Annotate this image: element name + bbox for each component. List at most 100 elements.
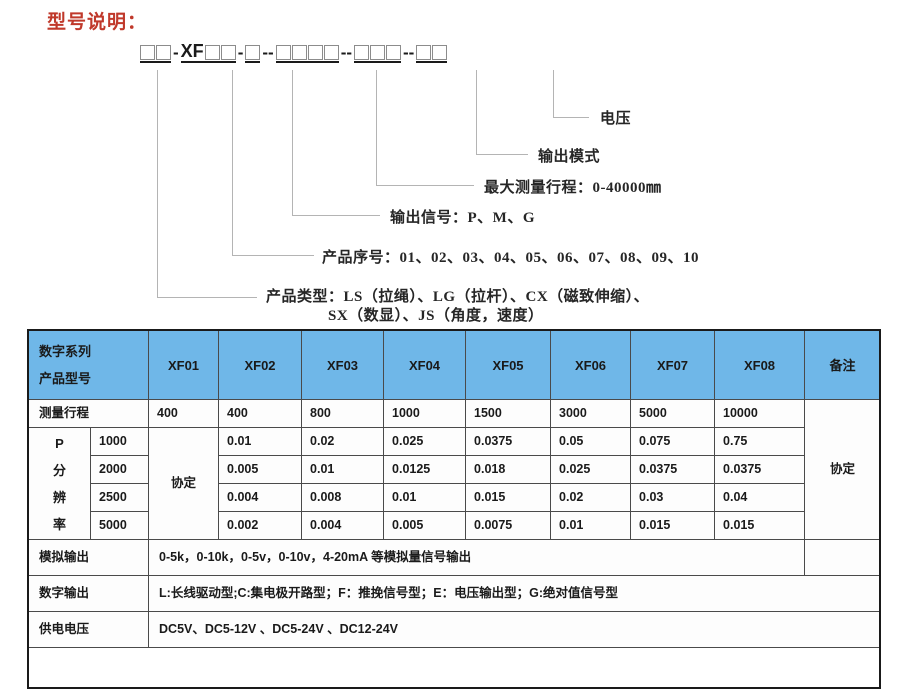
row-label-analog-output: 模拟输出 bbox=[27, 539, 150, 576]
table-row-digital-output: 数字输出 L:长线驱动型;C:集电极开路型；F：推挽信号型；E：电压输出型；G:… bbox=[27, 575, 882, 612]
cell-range-xf07: 5000 bbox=[630, 399, 716, 428]
spec-table: 数字系列 产品型号 XF01 XF02 XF03 XF04 XF05 XF06 … bbox=[27, 330, 882, 648]
leader-line-product-type-vertical bbox=[157, 70, 158, 298]
cell-res-5000-xf05: 0.0075 bbox=[465, 511, 552, 540]
code-separator: -- bbox=[262, 43, 274, 62]
cell-res-2500-xf02: 0.004 bbox=[218, 483, 303, 512]
cell-res-2500-xf04: 0.01 bbox=[383, 483, 467, 512]
table-row-analog-output: 模拟输出 0-5k，0-10k，0-5v，0-10v，4-20mA 等模拟量信号… bbox=[27, 539, 882, 576]
table-row-supply-voltage: 供电电压 DC5V、DC5-12V 、DC5-24V 、DC12-24V bbox=[27, 611, 882, 648]
header-cell-xf07: XF07 bbox=[630, 330, 716, 400]
code-box bbox=[416, 45, 432, 60]
table-row-resolution-2500: 2500 0.004 0.008 0.01 0.015 0.02 0.03 0.… bbox=[29, 483, 881, 512]
code-box bbox=[432, 45, 448, 60]
cell-p-1000: 1000 bbox=[89, 427, 150, 456]
callout-output-mode: 输出模式 bbox=[538, 149, 601, 165]
cell-range-xf06: 3000 bbox=[550, 399, 632, 428]
header-series-line2: 产品型号 bbox=[39, 371, 92, 386]
cell-res-1000-xf05: 0.0375 bbox=[465, 427, 552, 456]
code-prefix-xf: XF bbox=[180, 41, 204, 61]
code-box bbox=[291, 45, 307, 60]
header-cell-xf01: XF01 bbox=[148, 330, 220, 400]
code-separator: - bbox=[173, 43, 179, 62]
cell-remark-merged: 协定 bbox=[804, 399, 882, 540]
cell-res-5000-xf08: 0.015 bbox=[714, 511, 806, 540]
header-cell-xf03: XF03 bbox=[301, 330, 385, 400]
header-cell-remark: 备注 bbox=[804, 330, 882, 400]
callout-product-type-line2: SX（数显）、JS（角度，速度） bbox=[328, 308, 544, 324]
cell-xf01-merged: 协定 bbox=[148, 427, 220, 540]
leader-line-output-signal-vertical bbox=[292, 70, 293, 216]
cell-res-1000-xf03: 0.02 bbox=[301, 427, 385, 456]
cell-res-5000-xf02: 0.002 bbox=[218, 511, 303, 540]
code-group-voltage bbox=[416, 45, 448, 63]
cell-res-2000-xf07: 0.0375 bbox=[630, 455, 716, 484]
cell-res-1000-xf02: 0.01 bbox=[218, 427, 303, 456]
cell-range-xf03: 800 bbox=[301, 399, 385, 428]
row-label-resolution: P 分 辨 率 bbox=[28, 427, 91, 540]
code-group-series: XF bbox=[180, 41, 236, 63]
cell-res-5000-xf06: 0.01 bbox=[550, 511, 632, 540]
code-box bbox=[386, 45, 402, 60]
cell-p-5000: 5000 bbox=[89, 511, 150, 540]
cell-analog-output-value: 0-5k，0-10k，0-5v，0-10v，4-20mA 等模拟量信号输出 bbox=[148, 539, 806, 576]
table-row-resolution-1000: P 分 辨 率 1000 协定 0.01 0.02 0.025 0.0375 0… bbox=[28, 427, 881, 540]
code-box bbox=[323, 45, 339, 60]
cell-range-xf01: 400 bbox=[148, 399, 220, 428]
leader-line-output-signal-horizontal bbox=[292, 215, 380, 216]
cell-res-2000-xf02: 0.005 bbox=[218, 455, 303, 484]
code-group-output-signal bbox=[245, 45, 261, 63]
header-cell-xf04: XF04 bbox=[383, 330, 467, 400]
cell-res-2000-xf06: 0.025 bbox=[550, 455, 632, 484]
cell-res-2000-xf08: 0.0375 bbox=[714, 455, 806, 484]
cell-res-5000-xf07: 0.015 bbox=[630, 511, 716, 540]
row-label-supply-voltage: 供电电压 bbox=[27, 611, 150, 648]
callout-output-signal: 输出信号：P、M、G bbox=[390, 210, 535, 226]
cell-range-xf05: 1500 bbox=[465, 399, 552, 428]
code-box bbox=[140, 45, 155, 60]
resolution-label-char-fen: 分 bbox=[52, 462, 66, 478]
header-cell-xf08: XF08 bbox=[714, 330, 806, 400]
resolution-label-char-p: P bbox=[55, 435, 64, 451]
code-group-max-range bbox=[275, 45, 339, 63]
cell-res-2000-xf03: 0.01 bbox=[301, 455, 385, 484]
callout-max-range: 最大测量行程：0-40000㎜ bbox=[484, 180, 662, 196]
code-group-product-type bbox=[140, 45, 171, 63]
leader-line-max-range-horizontal bbox=[376, 185, 474, 186]
leader-line-product-serial-horizontal bbox=[232, 255, 314, 256]
resolution-label-char-lv: 率 bbox=[52, 516, 66, 532]
code-box bbox=[370, 45, 386, 60]
leader-line-max-range-vertical bbox=[376, 70, 377, 186]
cell-supply-voltage-value: DC5V、DC5-12V 、DC5-24V 、DC12-24V bbox=[148, 611, 882, 648]
code-box bbox=[156, 45, 171, 60]
cell-res-1000-xf06: 0.05 bbox=[550, 427, 632, 456]
code-separator: -- bbox=[403, 43, 415, 62]
cell-p-2500: 2500 bbox=[89, 483, 150, 512]
cell-res-2000-xf05: 0.018 bbox=[465, 455, 552, 484]
resolution-label-char-bian: 辨 bbox=[52, 489, 66, 505]
header-cell-xf05: XF05 bbox=[465, 330, 552, 400]
header-cell-xf02: XF02 bbox=[218, 330, 303, 400]
cell-res-1000-xf04: 0.025 bbox=[383, 427, 467, 456]
callout-product-type: 产品类型：LS（拉绳）、LG（拉杆）、CX（磁致伸缩）、 SX（数显）、JS（角… bbox=[266, 288, 886, 326]
cell-p-2000: 2000 bbox=[89, 455, 150, 484]
cell-digital-output-value: L:长线驱动型;C:集电极开路型；F：推挽信号型；E：电压输出型；G:绝对值信号… bbox=[148, 575, 882, 612]
cell-res-2500-xf03: 0.008 bbox=[301, 483, 385, 512]
cell-res-2500-xf06: 0.02 bbox=[550, 483, 632, 512]
cell-res-5000-xf04: 0.005 bbox=[383, 511, 467, 540]
leader-line-output-mode-vertical bbox=[476, 70, 477, 155]
code-box bbox=[245, 45, 261, 60]
page-title: 型号说明： bbox=[47, 12, 148, 33]
leader-line-voltage-vertical bbox=[553, 70, 554, 118]
code-group-output-mode bbox=[354, 45, 402, 63]
code-separator: -- bbox=[340, 43, 353, 62]
code-box bbox=[204, 45, 220, 60]
cell-res-2000-xf04: 0.0125 bbox=[383, 455, 467, 484]
leader-line-product-serial-vertical bbox=[232, 70, 233, 256]
cell-range-xf02: 400 bbox=[218, 399, 303, 428]
cell-res-2500-xf05: 0.015 bbox=[465, 483, 552, 512]
code-box bbox=[220, 45, 236, 60]
leader-line-product-type-horizontal bbox=[157, 297, 257, 298]
table-row-resolution-5000: 5000 0.002 0.004 0.005 0.0075 0.01 0.015… bbox=[29, 511, 881, 540]
cell-res-1000-xf08: 0.75 bbox=[714, 427, 806, 456]
